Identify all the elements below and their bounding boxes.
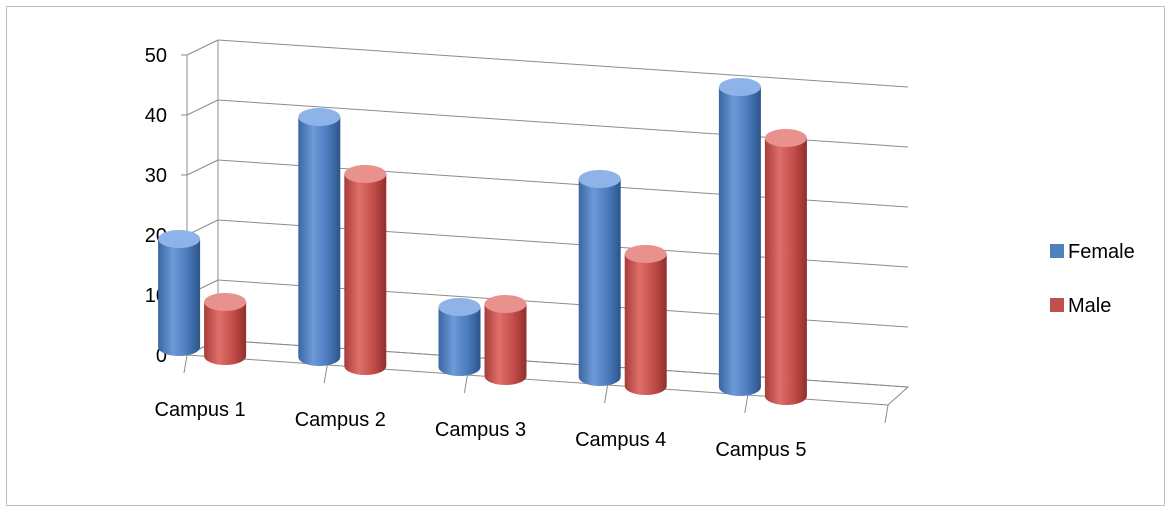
bar-body xyxy=(158,239,201,356)
bar-body xyxy=(298,117,341,366)
bar xyxy=(344,165,387,375)
y-tick-label: 40 xyxy=(145,105,167,127)
x-tick-label: Campus 5 xyxy=(715,439,806,461)
legend-swatch xyxy=(1050,244,1064,258)
x-tick-mark xyxy=(183,354,188,374)
x-axis: Campus 1 Campus 2 Campus 3 Campus 4 Campus 5 xyxy=(155,354,889,461)
x-tick-label: Campus 1 xyxy=(155,399,246,421)
bar-top xyxy=(298,108,341,126)
bar xyxy=(298,108,341,366)
legend-label: Male xyxy=(1068,295,1111,317)
legend-swatch xyxy=(1050,298,1064,312)
bar xyxy=(158,230,201,356)
bar-top xyxy=(158,230,201,248)
bars xyxy=(158,78,807,405)
gridline-side xyxy=(186,99,219,116)
bar xyxy=(718,78,761,396)
bar-top xyxy=(624,245,667,263)
bar xyxy=(764,129,807,405)
gridline xyxy=(217,39,909,88)
legend-label: Female xyxy=(1068,241,1135,263)
bar-body xyxy=(578,179,621,386)
x-tick-mark xyxy=(604,384,609,404)
y-tick-label: 0 xyxy=(156,345,167,367)
bar-top xyxy=(578,170,621,188)
bar xyxy=(438,298,481,376)
x-tick-mark xyxy=(744,394,749,414)
bar xyxy=(484,295,527,385)
bar-top xyxy=(204,293,247,311)
x-tick-label: Campus 2 xyxy=(295,409,386,431)
bar-body xyxy=(438,307,481,376)
bar xyxy=(204,293,247,365)
bar-body xyxy=(718,87,761,396)
bar-body xyxy=(484,304,527,385)
bar xyxy=(624,245,667,395)
bar xyxy=(578,170,621,386)
bar-body xyxy=(624,254,667,395)
x-tick-mark xyxy=(884,404,889,424)
y-tick-label: 50 xyxy=(145,45,167,67)
legend: Female Male xyxy=(1050,241,1135,317)
y-tick-label: 30 xyxy=(145,165,167,187)
gridline-side xyxy=(186,39,219,56)
x-tick-label: Campus 3 xyxy=(435,419,526,441)
bar-body xyxy=(764,138,807,405)
bar-top xyxy=(484,295,527,313)
bar-top xyxy=(438,298,481,316)
x-tick-label: Campus 4 xyxy=(575,429,666,451)
bar-top xyxy=(344,165,387,183)
bar-body xyxy=(344,174,387,375)
bar-top xyxy=(718,78,761,96)
bar-body xyxy=(204,302,247,365)
bar-top xyxy=(764,129,807,147)
gridline-side xyxy=(186,159,219,176)
x-tick-mark xyxy=(323,364,328,384)
x-tick-mark xyxy=(463,374,468,394)
